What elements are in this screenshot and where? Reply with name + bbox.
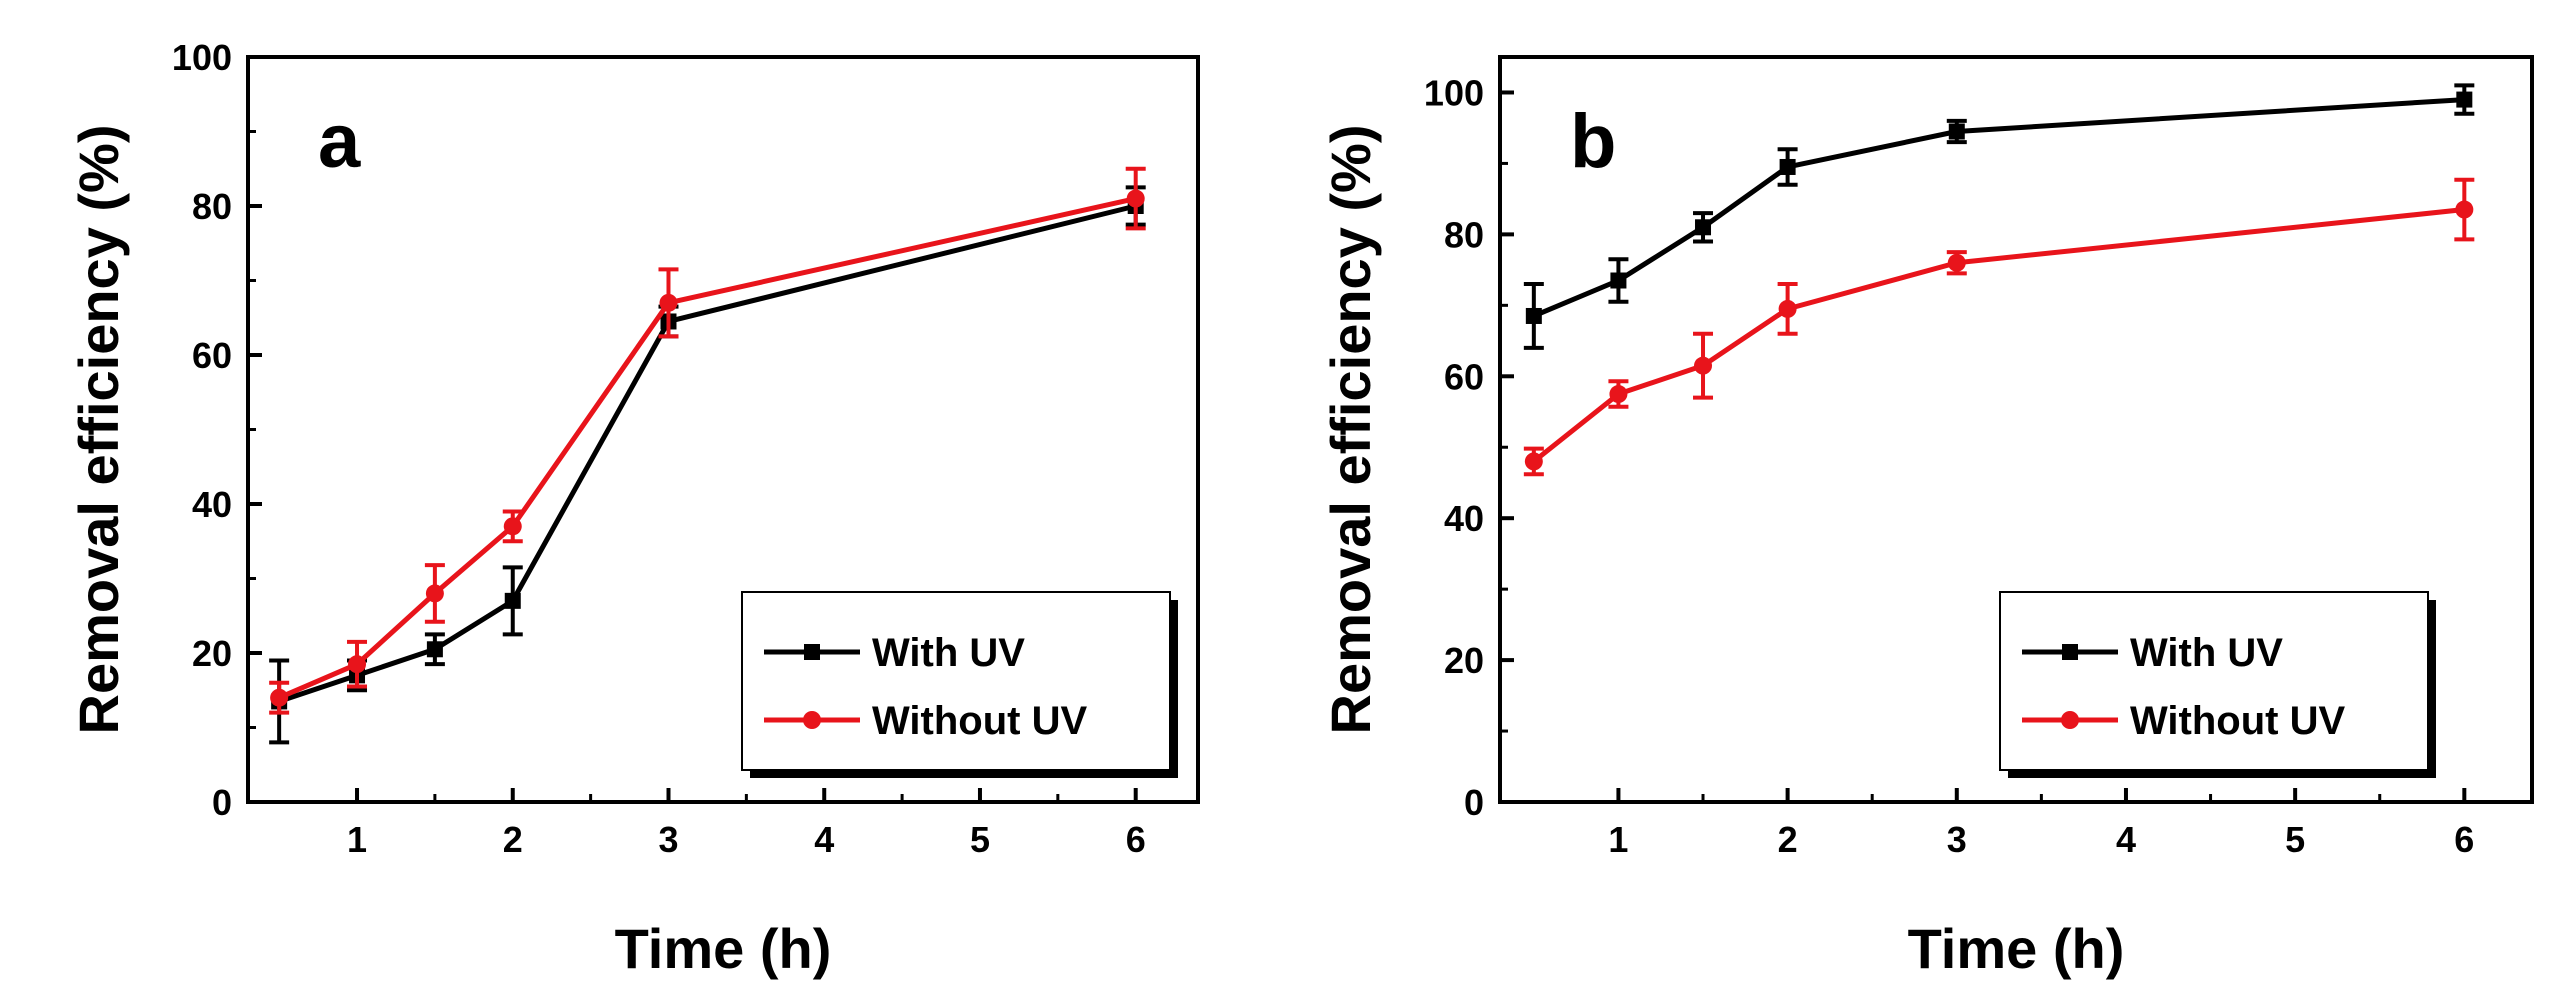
y-tick-label: 80 — [1444, 214, 1484, 255]
y-axis-title: Removal efficiency (%) — [67, 125, 130, 735]
legend-box — [1999, 591, 2429, 771]
legend-label: With UV — [2130, 631, 2283, 675]
x-tick-label: 6 — [1126, 819, 1146, 860]
y-tick-label: 0 — [1464, 782, 1484, 823]
x-tick-label: 5 — [2285, 819, 2305, 860]
data-point — [1525, 307, 1542, 324]
y-tick-label: 100 — [172, 37, 232, 78]
data-point — [1609, 385, 1628, 404]
y-axis-title: Removal efficiency (%) — [1319, 125, 1382, 735]
x-tick-label: 1 — [1608, 819, 1628, 860]
y-tick-label: 100 — [1424, 72, 1484, 113]
data-point — [1126, 189, 1145, 208]
data-point — [270, 688, 289, 707]
data-point — [1524, 452, 1543, 471]
y-tick-label: 20 — [192, 633, 232, 674]
data-point — [2455, 200, 2474, 219]
data-point — [425, 584, 444, 603]
legend: With UV Without UV — [1999, 591, 2436, 778]
legend-marker — [803, 711, 821, 729]
series-line — [1532, 207, 2465, 464]
x-tick-label: 3 — [1947, 819, 1967, 860]
legend-marker — [804, 644, 820, 660]
x-tick-label: 1 — [347, 819, 367, 860]
legend: With UV Without UV — [741, 591, 1178, 778]
x-tick-label: 4 — [814, 819, 834, 860]
legend-label: Without UV — [2130, 699, 2345, 743]
data-point — [348, 655, 367, 674]
series-without-uv — [269, 166, 1146, 715]
x-axis-title: Time (h) — [1908, 917, 2125, 980]
data-point — [1948, 123, 1965, 140]
chart-panel-a: 0 20 40 60 80 100 1 2 3 4 5 6 Time (h) Removal effici… — [67, 37, 1200, 980]
panel-label: a — [318, 99, 361, 184]
x-axis-title: Time (h) — [615, 917, 832, 980]
data-point — [2456, 91, 2473, 108]
data-point — [1947, 253, 1966, 272]
data-point — [503, 517, 522, 536]
y-tick-label: 60 — [1444, 356, 1484, 397]
data-point — [504, 592, 521, 609]
x-tick-label: 6 — [2454, 819, 2474, 860]
series-with-uv — [1523, 83, 2475, 350]
chart-panel-b: 0 20 40 60 80 100 1 2 3 4 5 6 Time (h) Removal effici… — [1319, 55, 2534, 980]
y-tick-label: 80 — [192, 186, 232, 227]
x-tick-label: 4 — [2116, 819, 2136, 860]
data-point — [426, 641, 443, 658]
series-line — [1532, 97, 2465, 319]
y-tick-label: 40 — [192, 484, 232, 525]
x-tick-label: 5 — [970, 819, 990, 860]
series-line — [278, 203, 1137, 704]
y-tick-label: 0 — [212, 782, 232, 823]
legend-label: Without UV — [872, 699, 1087, 743]
y-tick-label: 40 — [1444, 498, 1484, 539]
data-point — [1610, 272, 1627, 289]
x-tick-label: 3 — [658, 819, 678, 860]
panel-label: b — [1570, 99, 1616, 184]
data-point — [1695, 219, 1712, 236]
data-point — [1694, 356, 1713, 375]
data-point — [659, 293, 678, 312]
legend-label: With UV — [872, 631, 1025, 675]
y-tick-label: 60 — [192, 335, 232, 376]
legend-marker — [2062, 644, 2078, 660]
data-point — [1778, 299, 1797, 318]
legend-marker — [2061, 711, 2079, 729]
x-tick-label: 2 — [1778, 819, 1798, 860]
plot-frame — [1498, 55, 2534, 804]
legend-box — [741, 591, 1171, 771]
series-without-uv — [1523, 177, 2475, 477]
x-tick-label: 2 — [503, 819, 523, 860]
data-point — [1779, 158, 1796, 175]
y-tick-label: 20 — [1444, 640, 1484, 681]
series-line — [278, 196, 1137, 700]
